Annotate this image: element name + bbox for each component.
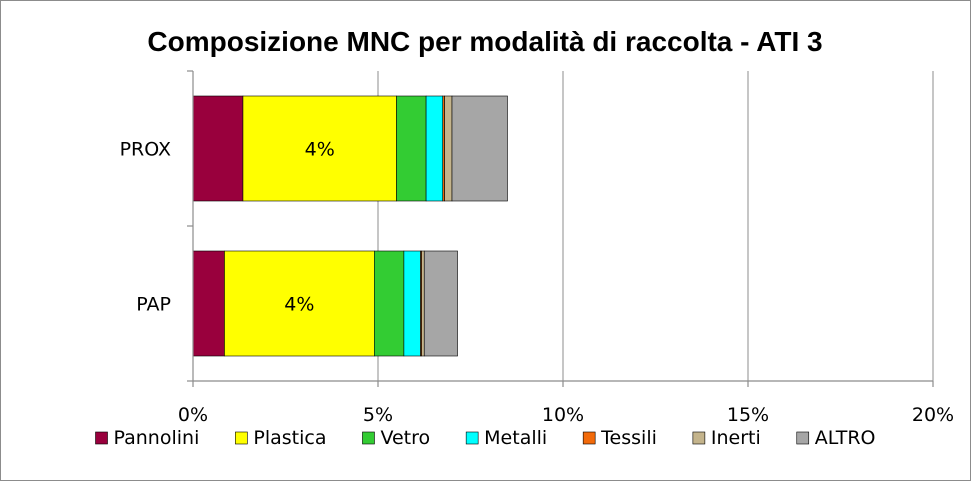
legend-item-inerti: Inerti	[692, 427, 761, 449]
legend-swatch-plastica	[235, 431, 248, 445]
bar-segment-altro-prox	[451, 95, 508, 202]
bar-segment-inerti-prox	[444, 95, 453, 202]
bar-segment-vetro-prox	[396, 95, 427, 202]
legend-item-pannolini: Pannolini	[95, 427, 200, 449]
x-tick-label: 15%	[727, 404, 769, 426]
legend-label-vetro: Vetro	[380, 427, 430, 449]
data-label-plastica-prox: 4%	[305, 139, 335, 161]
legend-item-metalli: Metalli	[465, 427, 547, 449]
bar-segment-altro-pap	[423, 250, 458, 357]
legend-swatch-vetro	[362, 431, 375, 445]
data-label-plastica-pap: 4%	[284, 294, 314, 316]
bar-segment-pannolini-prox	[192, 95, 244, 202]
axes	[187, 70, 934, 387]
bars	[192, 95, 508, 357]
legend-label-altro: ALTRO	[815, 427, 876, 449]
bar-segment-pannolini-pap	[192, 250, 225, 357]
category-label-prox: PROX	[120, 139, 171, 161]
legend-item-altro: ALTRO	[796, 427, 876, 449]
legend-swatch-tessili	[582, 431, 596, 445]
x-tick-label: 0%	[178, 404, 208, 426]
bar-segment-vetro-pap	[373, 250, 405, 357]
legend: Pannolini Plastica Vetro Metalli Tessili Iner…	[95, 427, 876, 449]
category-label-pap: PAP	[136, 294, 171, 316]
legend-label-tessili: Tessili	[600, 427, 657, 449]
bar-segment-inerti-pap	[421, 250, 425, 357]
x-tick-label: 20%	[912, 404, 954, 426]
legend-label-metalli: Metalli	[484, 427, 547, 449]
legend-item-plastica: Plastica	[235, 427, 326, 449]
legend-label-inerti: Inerti	[711, 427, 761, 449]
bar-segment-plastica-prox	[242, 95, 397, 202]
legend-label-pannolini: Pannolini	[114, 427, 200, 449]
legend-item-tessili: Tessili	[582, 427, 657, 449]
x-tick-label: 5%	[363, 404, 393, 426]
bar-segment-metalli-prox	[425, 95, 444, 202]
x-tick-label: 10%	[542, 404, 584, 426]
legend-label-plastica: Plastica	[253, 427, 326, 449]
chart-title: Composizione MNC per modalità di raccolt…	[147, 26, 822, 57]
legend-swatch-inerti	[692, 431, 706, 445]
bar-segment-metalli-pap	[403, 250, 421, 357]
legend-swatch-pannolini	[95, 431, 108, 445]
bar-segment-plastica-pap	[224, 250, 375, 357]
legend-item-vetro: Vetro	[362, 427, 430, 449]
legend-swatch-altro	[796, 431, 810, 445]
labels: 4% PROX 4% PAP 0% 5% 10% 15% 20%	[120, 139, 955, 427]
legend-swatch-metalli	[465, 431, 479, 445]
